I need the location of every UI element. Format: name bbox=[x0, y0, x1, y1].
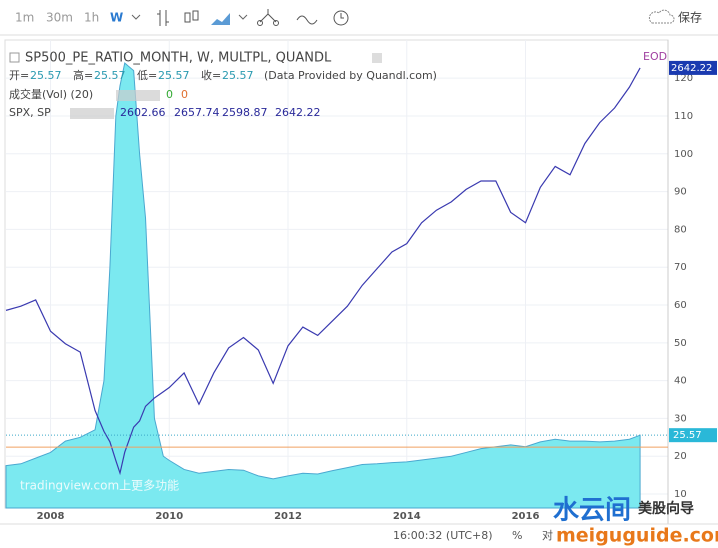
spx-label: SPX, SP bbox=[9, 106, 51, 119]
alert-icon[interactable] bbox=[340, 13, 344, 19]
log-button[interactable]: 对 bbox=[542, 528, 553, 542]
spx-value: 2642.22 bbox=[275, 106, 321, 119]
y-tick-label: 110 bbox=[674, 111, 693, 122]
spx-line bbox=[5, 67, 641, 476]
save-button[interactable]: 保存 bbox=[678, 11, 702, 25]
last-value-label: 25.57 bbox=[673, 430, 702, 441]
legend-title: SP500_PE_RATIO_MONTH, W, MULTPL, QUANDL bbox=[25, 51, 332, 66]
legend-controls[interactable] bbox=[116, 90, 160, 101]
dropdown-icon[interactable] bbox=[238, 14, 248, 20]
x-tick-label: 2014 bbox=[393, 511, 421, 522]
footer-time: 16:00:32 (UTC+8) bbox=[393, 529, 493, 542]
alert-icon[interactable] bbox=[333, 10, 349, 26]
indicator-icon[interactable] bbox=[273, 20, 279, 26]
collapse-icon[interactable] bbox=[9, 52, 20, 63]
y-tick-label: 90 bbox=[674, 187, 687, 198]
dropdown-icon[interactable] bbox=[131, 14, 141, 20]
interval-button[interactable]: 1h bbox=[84, 11, 99, 25]
x-tick-label: 2016 bbox=[512, 511, 540, 522]
y-tick-label: 60 bbox=[674, 300, 687, 311]
plot: 10 20 30 40 50 60 70 80 90 100 110 120 2008 2010 2012 2… bbox=[4, 39, 717, 524]
legend-value: 25.57 bbox=[30, 69, 62, 82]
legend-label: 低= bbox=[137, 69, 157, 82]
indicator-icon[interactable] bbox=[257, 20, 263, 26]
spx-value: 2657.74 bbox=[174, 106, 220, 119]
legend-note: (Data Provided by Quandl.com) bbox=[264, 69, 437, 82]
eod-label: EOD bbox=[643, 50, 667, 63]
pe-area bbox=[5, 62, 641, 509]
legend-controls[interactable] bbox=[70, 108, 114, 119]
y-tick-label: 50 bbox=[674, 338, 687, 349]
site-watermark: 美股向导 bbox=[638, 500, 694, 517]
candle-icon[interactable] bbox=[184, 12, 191, 23]
y-tick-label: 120 bbox=[674, 73, 693, 84]
legend-value: 25.57 bbox=[158, 69, 190, 82]
tv-watermark[interactable]: tradingview.com上更多功能 bbox=[20, 479, 179, 493]
spx-value: 2598.87 bbox=[222, 106, 268, 119]
volume-value: 0 bbox=[166, 88, 173, 101]
volume-label: 成交量(Vol) (20) bbox=[9, 87, 93, 101]
y-tick-label: 10 bbox=[674, 489, 687, 500]
spx-badge bbox=[669, 60, 717, 75]
x-tick-label: 2008 bbox=[37, 511, 65, 522]
x-tick-label: 2010 bbox=[155, 511, 183, 522]
percent-button[interactable]: % bbox=[512, 529, 522, 542]
y-tick-label: 20 bbox=[674, 451, 687, 462]
compare-icon[interactable] bbox=[296, 15, 318, 25]
legend-value: 25.57 bbox=[222, 69, 254, 82]
y-tick-label: 100 bbox=[674, 149, 693, 160]
area-icon[interactable] bbox=[211, 13, 230, 25]
spx-value: 2602.66 bbox=[120, 106, 166, 119]
save-icon[interactable] bbox=[648, 9, 675, 24]
spx-badge-label: 2642.22 bbox=[671, 63, 712, 74]
site-watermark: meiguguide.com bbox=[556, 525, 718, 547]
y-tick-label: 30 bbox=[674, 413, 687, 424]
interval-button[interactable]: 1m bbox=[15, 11, 34, 25]
y-tick-label: 70 bbox=[674, 262, 687, 273]
toolbar bbox=[0, 0, 718, 35]
settings-icon[interactable] bbox=[372, 53, 382, 63]
interval-button[interactable]: W bbox=[110, 11, 123, 25]
bar-style-icon[interactable] bbox=[157, 10, 169, 26]
volume-value: 0 bbox=[181, 88, 188, 101]
y-tick-label: 80 bbox=[674, 224, 687, 235]
indicator-icon[interactable] bbox=[259, 9, 277, 23]
interval-button[interactable]: 30m bbox=[46, 11, 73, 25]
candle-icon[interactable] bbox=[192, 10, 199, 21]
y-tick-label: 40 bbox=[674, 376, 687, 387]
x-tick-label: 2012 bbox=[274, 511, 302, 522]
legend-value: 25.57 bbox=[94, 69, 126, 82]
legend-label: 高= bbox=[73, 68, 93, 82]
legend-label: 收= bbox=[201, 68, 221, 82]
site-watermark: 水云间 bbox=[553, 496, 631, 526]
last-value-badge bbox=[669, 428, 717, 443]
legend-label: 开= bbox=[9, 69, 29, 82]
